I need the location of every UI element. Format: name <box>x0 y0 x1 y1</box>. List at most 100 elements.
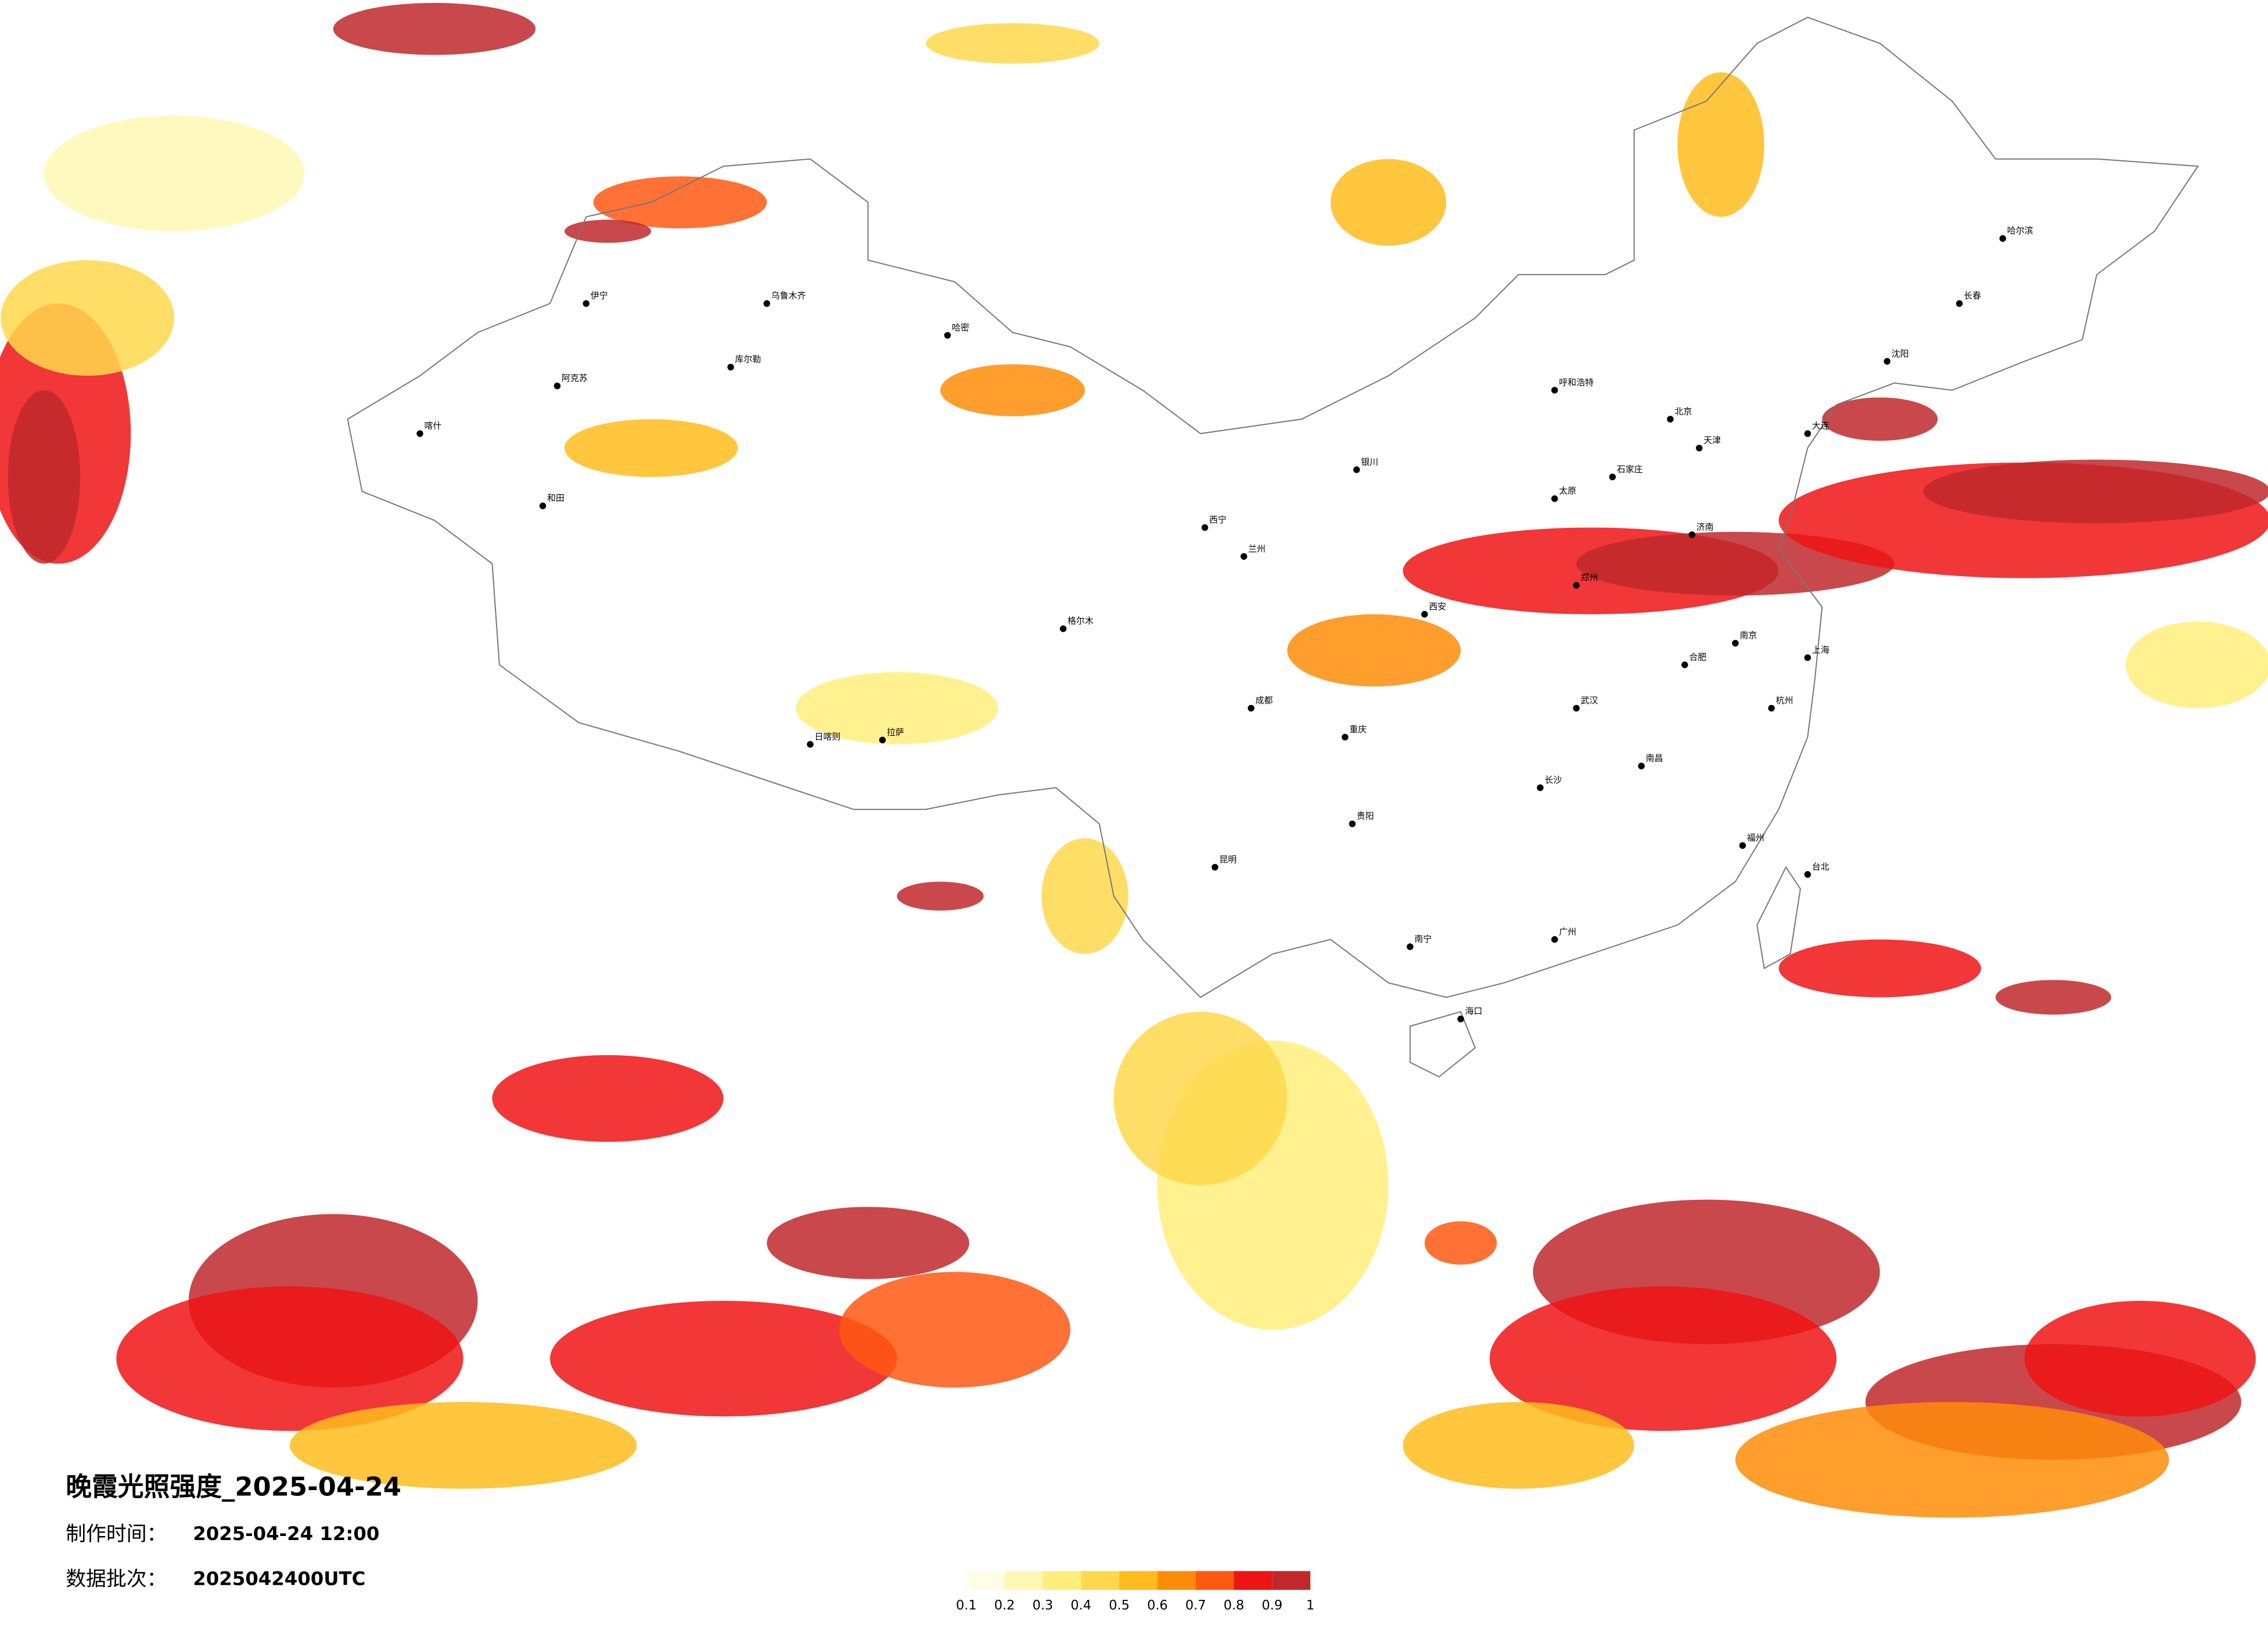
city-label: 乌鲁木齐 <box>771 290 806 301</box>
city-dot <box>1688 531 1695 538</box>
legend-swatch <box>1081 1571 1120 1590</box>
heat-patch <box>2024 1301 2256 1417</box>
city-dot <box>1884 358 1890 365</box>
legend-tick-label: 0.7 <box>1185 1598 1206 1613</box>
heat-patch <box>1113 1012 1288 1185</box>
heat-patch <box>1041 838 1128 954</box>
city-label: 西安 <box>1429 601 1446 611</box>
city-label: 上海 <box>1812 645 1830 655</box>
city-dot <box>1695 444 1703 452</box>
city-dot <box>1999 235 2007 242</box>
city-label: 太原 <box>1559 485 1576 496</box>
city-dot <box>1342 733 1349 741</box>
city-label: 南京 <box>1739 630 1757 641</box>
city-label: 兰州 <box>1248 544 1266 554</box>
city-label: 石家庄 <box>1617 464 1643 474</box>
legend-tick-label: 0.2 <box>994 1598 1015 1613</box>
legend-swatch <box>1272 1571 1311 1590</box>
heat-patch <box>1822 397 1938 441</box>
city-dot <box>1551 495 1558 502</box>
city-label: 昆明 <box>1219 854 1237 865</box>
city-dot <box>1248 704 1255 712</box>
heat-patch <box>1677 72 1764 217</box>
city-dot <box>1804 654 1811 661</box>
heat-patch <box>926 23 1099 64</box>
country-outline <box>347 16 2199 998</box>
city-dot <box>1768 704 1775 712</box>
batch-label: 数据批次： <box>66 1567 167 1591</box>
city-dot <box>1681 661 1688 668</box>
city-label: 成都 <box>1256 695 1273 706</box>
city-dot <box>539 502 547 509</box>
heat-patch <box>1403 1402 1634 1489</box>
city-dot <box>583 300 590 307</box>
city-label: 福州 <box>1747 833 1764 843</box>
city-dot <box>1201 524 1209 531</box>
city-label: 北京 <box>1674 406 1692 416</box>
heat-patch <box>796 672 998 744</box>
legend-swatch <box>1119 1571 1158 1590</box>
city-dot <box>1739 842 1746 849</box>
city-dot <box>1240 553 1248 560</box>
city-dot <box>1407 943 1414 950</box>
city-label: 大连 <box>1812 420 1830 431</box>
city-dot <box>1059 625 1067 632</box>
heat-patch <box>44 116 304 232</box>
heat-patch <box>593 176 767 229</box>
city-dot <box>1349 820 1356 828</box>
city-label: 天津 <box>1703 435 1721 445</box>
city-label: 长春 <box>1964 290 1981 301</box>
heat-patch <box>1735 1402 2169 1518</box>
legend-swatch <box>966 1571 1005 1590</box>
heat-patch <box>549 1301 897 1417</box>
city-dot <box>807 741 814 748</box>
city-label: 南宁 <box>1414 934 1432 944</box>
heat-patch <box>1 260 174 376</box>
city-label: 哈尔滨 <box>2007 225 2033 236</box>
legend-tick-label: 0.9 <box>1262 1598 1283 1613</box>
city-dot <box>1457 1015 1464 1023</box>
city-label: 银川 <box>1361 456 1378 467</box>
heat-patch <box>492 1055 724 1142</box>
heat-patch <box>564 419 738 477</box>
island-outline <box>1756 866 1801 970</box>
city-label: 沈阳 <box>1892 348 1909 359</box>
heat-patch <box>897 882 984 911</box>
heat-patch <box>767 1207 969 1279</box>
city-dot <box>1353 466 1360 473</box>
heat-patch <box>1995 980 2111 1015</box>
city-label: 南昌 <box>1646 753 1663 764</box>
heat-patch <box>333 2 536 55</box>
city-dot <box>1667 416 1674 423</box>
city-label: 库尔勒 <box>735 354 761 365</box>
batch: 2025042400UTC <box>193 1567 365 1589</box>
city-dot <box>1421 611 1428 618</box>
city-dot <box>1573 704 1580 712</box>
city-label: 武汉 <box>1581 695 1598 706</box>
city-label: 郑州 <box>1581 573 1598 583</box>
city-dot <box>1804 871 1811 878</box>
city-dot <box>727 364 734 370</box>
legend-tick-label: 1 <box>1306 1598 1314 1613</box>
heat-patch <box>1330 159 1447 246</box>
city-label: 喀什 <box>424 420 441 431</box>
city-label: 广州 <box>1559 926 1576 937</box>
legend-swatch <box>1004 1571 1043 1590</box>
island-outline <box>1409 1011 1476 1078</box>
city-dot <box>944 332 951 339</box>
legend-swatch <box>1043 1571 1081 1590</box>
heat-patch <box>8 390 81 564</box>
legend-tick-label: 0.4 <box>1070 1598 1091 1613</box>
made-time: 2025-04-24 12:00 <box>193 1523 379 1545</box>
heat-patch <box>289 1402 637 1489</box>
city-dot <box>1551 936 1558 943</box>
map-title: 晚霞光照强度_2025-04-24 <box>66 1472 401 1502</box>
city-dot <box>1212 864 1219 871</box>
heat-patch <box>116 1286 463 1431</box>
city-label: 贵阳 <box>1357 811 1374 821</box>
legend-tick-label: 0.5 <box>1109 1598 1130 1613</box>
city-label: 哈密 <box>952 322 969 333</box>
city-label: 西宁 <box>1209 515 1227 525</box>
